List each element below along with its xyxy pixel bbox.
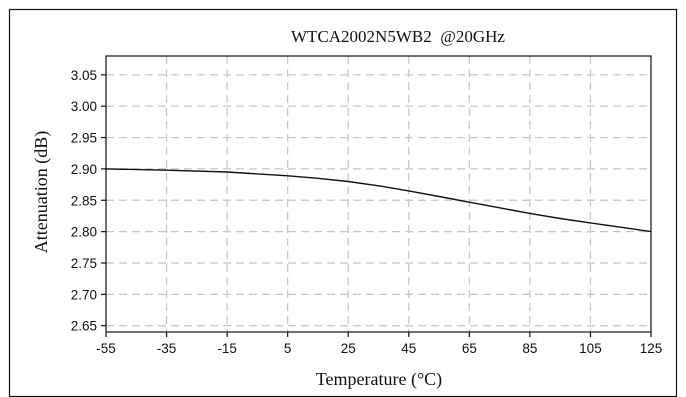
series-layer (105, 168, 652, 233)
x-axis-label: Temperature (°C) (316, 369, 442, 390)
x-axis-ticks: -55 -35 -15 5 25 45 65 85 105 125 (96, 332, 662, 356)
x-tick-label: 5 (284, 341, 292, 356)
x-tick-label: 105 (579, 341, 602, 356)
y-tick-label: 2.90 (71, 162, 97, 177)
x-tick-label: 125 (640, 341, 663, 356)
plot-area-frame (105, 55, 652, 333)
x-tick-label: 45 (401, 341, 416, 356)
y-axis-label: Attenuation (dB) (31, 131, 52, 253)
x-tick-label: 85 (522, 341, 537, 356)
grid-lines (106, 56, 651, 332)
x-tick-label: -35 (157, 341, 177, 356)
y-tick-label: 3.00 (71, 99, 97, 114)
y-tick-label: 2.70 (71, 287, 97, 302)
y-tick-label: 3.05 (71, 68, 97, 83)
y-tick-label: 2.85 (71, 193, 97, 208)
y-tick-label: 2.65 (71, 319, 97, 334)
y-tick-label: 2.95 (71, 131, 97, 146)
y-axis-ticks: 2.65 2.70 2.75 2.80 2.85 2.90 2.95 3.00 3.05 (71, 68, 106, 334)
x-tick-label: 25 (341, 341, 356, 356)
x-tick-label: -55 (96, 341, 116, 356)
outer-frame (8, 8, 678, 397)
y-tick-label: 2.80 (71, 225, 97, 240)
x-tick-label: -15 (217, 341, 237, 356)
y-tick-label: 2.75 (71, 256, 97, 271)
series-line-attenuation (105, 168, 652, 233)
x-tick-label: 65 (462, 341, 477, 356)
chart-title: WTCA2002N5WB2 @20GHz (291, 27, 505, 46)
